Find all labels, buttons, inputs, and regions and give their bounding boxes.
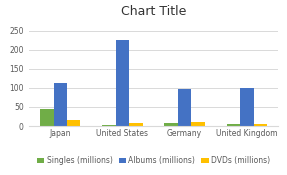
Bar (191, 122, 205, 126)
Bar (254, 124, 267, 126)
Bar (240, 88, 254, 126)
Bar (40, 109, 53, 126)
Bar (129, 122, 143, 126)
Bar (227, 124, 240, 126)
Bar (164, 123, 178, 126)
Bar (53, 83, 67, 126)
Legend: Singles (millions), Albums (millions), DVDs (millions): Singles (millions), Albums (millions), D… (34, 153, 274, 168)
Bar (178, 89, 191, 126)
Title: Chart Title: Chart Title (121, 5, 186, 18)
Bar (67, 120, 80, 126)
Bar (102, 125, 116, 126)
Bar (116, 40, 129, 126)
